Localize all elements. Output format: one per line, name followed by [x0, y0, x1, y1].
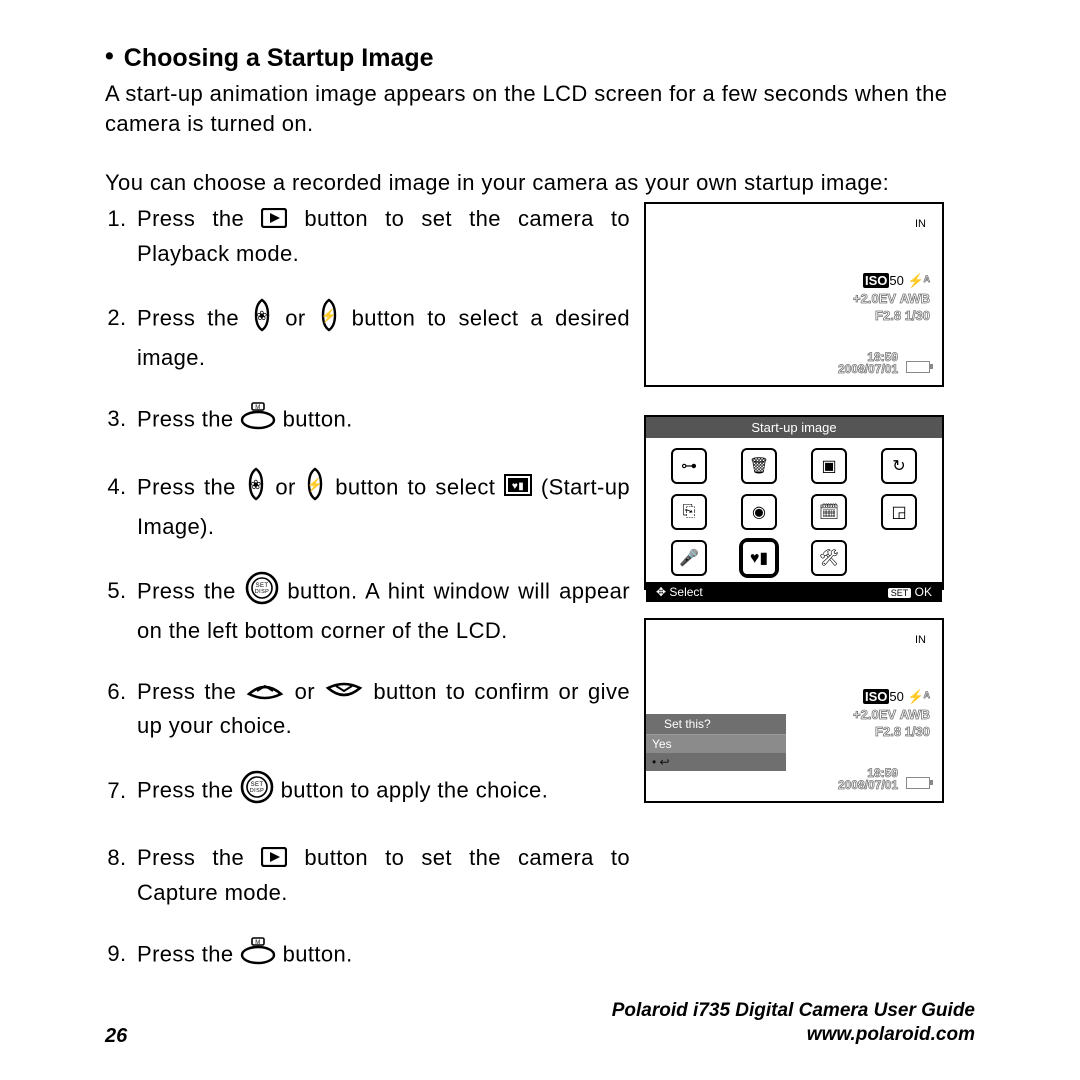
step-1: Press the button to set the camera to Pl…: [133, 202, 630, 270]
lcd-datetime: 18:59 2008/07/01: [838, 767, 898, 791]
battery-icon: [906, 777, 930, 789]
svg-text:M: M: [255, 405, 260, 411]
svg-text:⚡: ⚡: [307, 477, 324, 493]
menu-button-icon: M: [240, 402, 276, 439]
step-8: Press the button to set the camera to Ca…: [133, 841, 630, 909]
setup-icon: 🛠: [811, 540, 847, 576]
slideshow-icon: ▣: [811, 448, 847, 484]
left-button-icon: ❀: [245, 467, 267, 510]
select-hint: ✥ Select: [656, 585, 703, 599]
menu-title: Start-up image: [646, 417, 942, 438]
page-number: 26: [105, 1025, 127, 1048]
intro-paragraph-2: You can choose a recorded image in your …: [105, 168, 975, 198]
lcd-startup-menu-screen: Start-up image ⊶ 🗑 ▣ ↻ ⎘ ◉ 🗓 ◲ 🎤 ♥▮ 🛠 ✥ …: [644, 415, 944, 590]
page-footer: 26 Polaroid i735 Digital Camera User Gui…: [105, 999, 975, 1048]
svg-text:DISP: DISP: [254, 589, 268, 595]
step-7: Press the SET DISP button to apply the c…: [133, 770, 630, 813]
svg-text:⚡: ⚡: [320, 308, 337, 324]
playback-icon: [261, 843, 287, 876]
redeye-icon: ◉: [741, 494, 777, 530]
intro-paragraph-1: A start-up animation image appears on th…: [105, 79, 975, 138]
set-disp-button-icon: SET DISP: [240, 770, 274, 813]
guide-url: www.polaroid.com: [612, 1023, 975, 1048]
confirm-prompt: Set this? Yes • ↩: [646, 714, 786, 771]
up-button-icon: [245, 676, 285, 709]
svg-text:❀: ❀: [250, 477, 261, 492]
lcd-datetime: 18:59 2008/07/01: [838, 351, 898, 375]
playback-icon: [261, 204, 287, 237]
svg-text:❀: ❀: [256, 308, 267, 323]
svg-text:♥▮: ♥▮: [512, 481, 524, 492]
copy-icon: ⎘: [671, 494, 707, 530]
lcd-playback-screen: IN ISO50 ⚡ᴬ +2.0EV AWB F2.8 1/30 18:59 2…: [644, 202, 944, 387]
step-5: Press the SET DISP button. A hint window…: [133, 571, 630, 647]
bullet-icon: •: [105, 42, 114, 71]
step-3: Press the M button.: [133, 402, 630, 439]
dpof-icon: 🗓: [811, 494, 847, 530]
lcd-stats: ISO50 ⚡ᴬ +2.0EV AWB F2.8 1/30: [853, 688, 930, 741]
lcd-memory-indicator: IN: [915, 634, 926, 646]
rotate-icon: ↻: [881, 448, 917, 484]
ok-hint: SET OK: [888, 585, 932, 599]
steps-list: Press the button to set the camera to Pl…: [105, 202, 630, 974]
resize-icon: ◲: [881, 494, 917, 530]
menu-button-icon: M: [240, 937, 276, 974]
svg-text:M: M: [255, 940, 260, 946]
protect-icon: ⊶: [671, 448, 707, 484]
startup-image-icon: ♥▮: [504, 472, 532, 505]
lcd-confirm-screen: IN ISO50 ⚡ᴬ +2.0EV AWB F2.8 1/30 Set thi…: [644, 618, 944, 803]
step-4: Press the ❀ or ⚡ butto: [133, 467, 630, 543]
voice-memo-icon: 🎤: [671, 540, 707, 576]
menu-icon-grid: ⊶ 🗑 ▣ ↻ ⎘ ◉ 🗓 ◲ 🎤 ♥▮ 🛠: [646, 438, 942, 582]
battery-icon: [906, 361, 930, 373]
guide-title: Polaroid i735 Digital Camera User Guide: [612, 999, 975, 1024]
step-2: Press the ❀ or ⚡ butto: [133, 298, 630, 374]
step-6: Press the or button: [133, 675, 630, 743]
delete-icon: 🗑: [741, 448, 777, 484]
right-button-icon: ⚡: [304, 467, 326, 510]
step-9: Press the M button.: [133, 937, 630, 974]
set-disp-button-icon: SET DISP: [245, 571, 279, 614]
down-button-icon: [324, 676, 364, 709]
section-heading: •Choosing a Startup Image: [105, 42, 975, 73]
svg-text:DISP: DISP: [250, 788, 264, 794]
lcd-memory-indicator: IN: [915, 218, 926, 230]
lcd-stats: ISO50 ⚡ᴬ +2.0EV AWB F2.8 1/30: [853, 272, 930, 325]
left-button-icon: ❀: [251, 298, 273, 341]
startup-image-menu-icon: ♥▮: [741, 540, 777, 576]
right-button-icon: ⚡: [318, 298, 340, 341]
